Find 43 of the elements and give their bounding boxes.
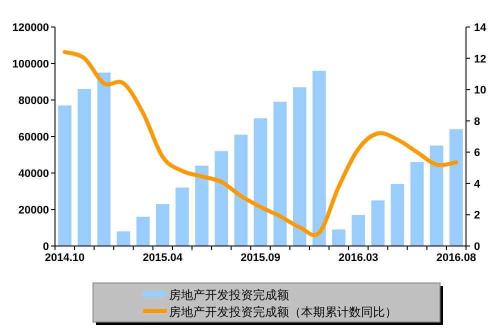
bar (234, 134, 248, 246)
x-tick-label: 2016.03 (338, 252, 378, 264)
bar (273, 102, 287, 246)
y-tick-label: 0 (42, 241, 49, 253)
bar (195, 166, 208, 246)
y-tick-label: 40000 (18, 168, 49, 180)
bar (97, 72, 111, 246)
bar (116, 231, 130, 246)
y2-tick-label: 8 (474, 116, 480, 128)
bar (371, 200, 385, 246)
bar (58, 105, 72, 246)
y-tick-label: 80000 (18, 95, 49, 107)
bar (156, 204, 170, 246)
x-tick-label: 2014.10 (44, 252, 85, 264)
y2-tick-label: 12 (474, 53, 486, 66)
y2-tick-label: 6 (474, 147, 480, 160)
bar (410, 162, 424, 246)
x-tick-label: 2016.08 (436, 252, 476, 264)
y-tick-label: 60000 (18, 132, 49, 144)
y2-tick-label: 14 (474, 22, 488, 34)
x-tick-label: 2015.04 (142, 252, 184, 264)
bar (254, 118, 268, 246)
legend-label: 房地产开发投资完成额 (169, 288, 289, 302)
y-tick-label: 20000 (18, 204, 49, 216)
bar (136, 216, 150, 246)
bar (450, 129, 463, 246)
y-tick-label: 120000 (12, 22, 49, 34)
y-tick-label: 100000 (12, 58, 49, 70)
bar (332, 230, 346, 246)
bar (390, 184, 404, 246)
y2-tick-label: 10 (474, 84, 486, 97)
bar (352, 214, 366, 246)
bar (176, 188, 189, 246)
x-tick-label: 2015.09 (240, 252, 280, 264)
legend-label: 房地产开发投资完成额（本期累计数同比） (169, 305, 397, 319)
y2-tick-label: 0 (474, 241, 480, 253)
y2-tick-label: 4 (474, 178, 481, 190)
bar (430, 146, 444, 246)
bar (292, 87, 306, 246)
y2-tick-label: 2 (474, 210, 480, 222)
bar (78, 89, 92, 246)
bar (312, 70, 326, 246)
bar (214, 151, 228, 246)
